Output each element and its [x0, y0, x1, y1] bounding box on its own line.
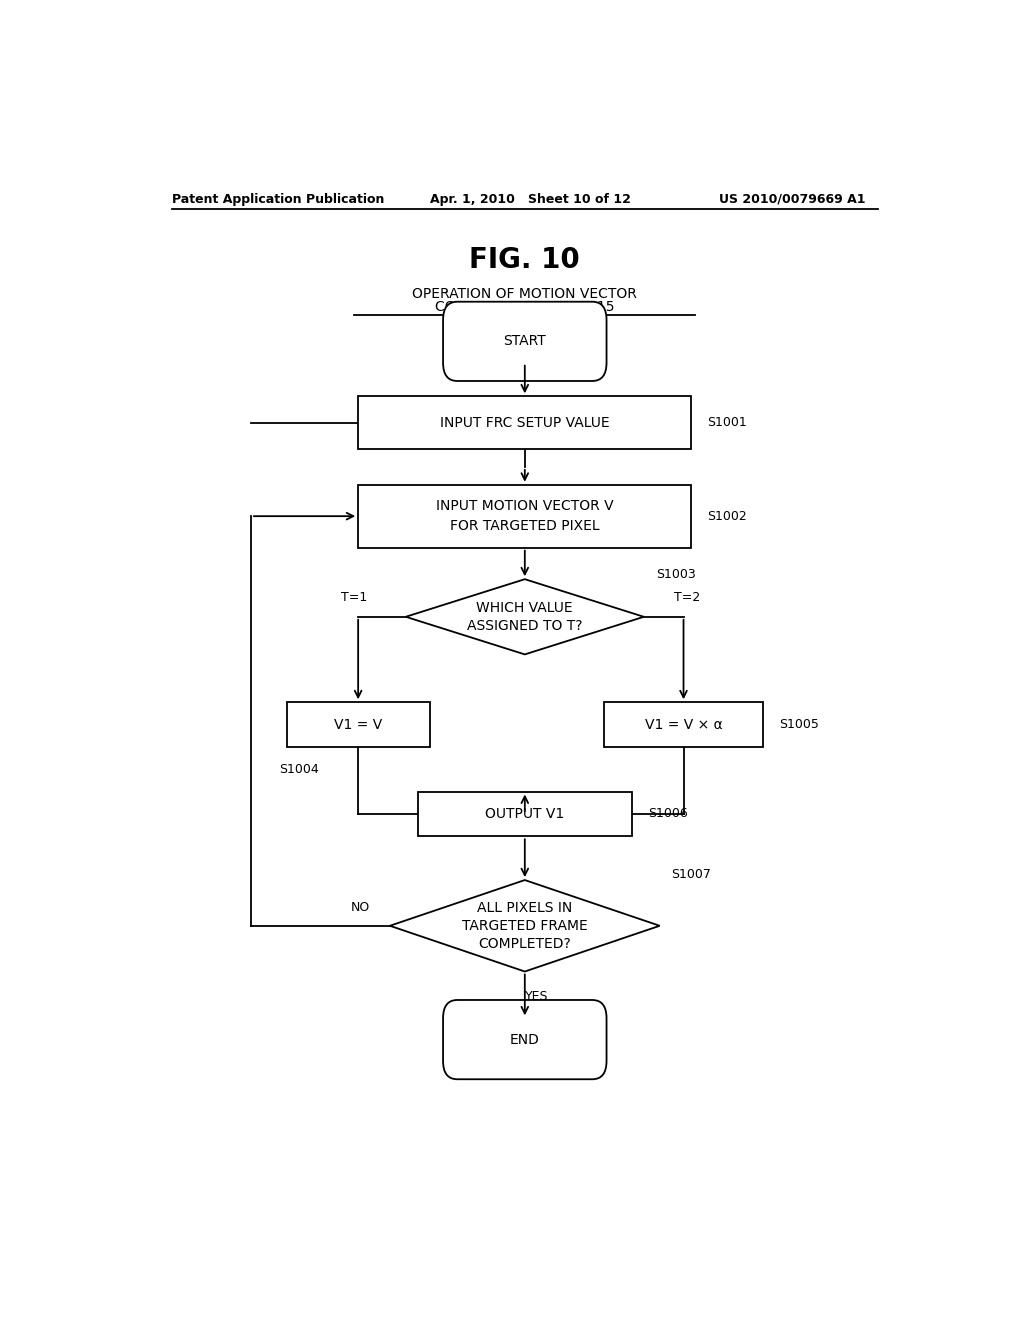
Text: END: END [510, 1032, 540, 1047]
Text: WHICH VALUE
ASSIGNED TO T?: WHICH VALUE ASSIGNED TO T? [467, 601, 583, 632]
Text: US 2010/0079669 A1: US 2010/0079669 A1 [719, 193, 865, 206]
Text: OUTPUT V1: OUTPUT V1 [485, 807, 564, 821]
Polygon shape [406, 579, 644, 655]
Text: S1004: S1004 [279, 763, 318, 776]
Text: S1007: S1007 [672, 869, 712, 882]
FancyBboxPatch shape [443, 1001, 606, 1080]
Text: T=1: T=1 [341, 590, 368, 603]
Text: V1 = V: V1 = V [334, 718, 382, 731]
Text: START: START [504, 334, 546, 348]
Text: S1005: S1005 [778, 718, 818, 731]
Text: T=2: T=2 [675, 590, 700, 603]
Polygon shape [390, 880, 659, 972]
Text: V1 = V × α: V1 = V × α [645, 718, 722, 731]
Text: INPUT MOTION VECTOR V
FOR TARGETED PIXEL: INPUT MOTION VECTOR V FOR TARGETED PIXEL [436, 499, 613, 533]
Text: NO: NO [351, 902, 370, 913]
Text: S1006: S1006 [648, 808, 687, 821]
FancyBboxPatch shape [443, 302, 606, 381]
Bar [418, 792, 632, 837]
Text: OPERATION OF MOTION VECTOR: OPERATION OF MOTION VECTOR [413, 286, 637, 301]
Bar [604, 702, 763, 747]
Text: S1002: S1002 [708, 510, 748, 523]
Bar [358, 396, 691, 449]
Text: FIG. 10: FIG. 10 [469, 246, 581, 275]
Text: Apr. 1, 2010   Sheet 10 of 12: Apr. 1, 2010 Sheet 10 of 12 [430, 193, 631, 206]
Text: INPUT FRC SETUP VALUE: INPUT FRC SETUP VALUE [440, 416, 609, 430]
Text: Patent Application Publication: Patent Application Publication [172, 193, 384, 206]
Bar [287, 702, 430, 747]
Text: YES: YES [525, 990, 549, 1003]
Text: CORRECTION SECTION 15: CORRECTION SECTION 15 [435, 300, 614, 314]
Text: S1001: S1001 [708, 416, 748, 429]
Text: ALL PIXELS IN
TARGETED FRAME
COMPLETED?: ALL PIXELS IN TARGETED FRAME COMPLETED? [462, 902, 588, 950]
Text: S1003: S1003 [655, 568, 695, 581]
Bar [358, 484, 691, 548]
